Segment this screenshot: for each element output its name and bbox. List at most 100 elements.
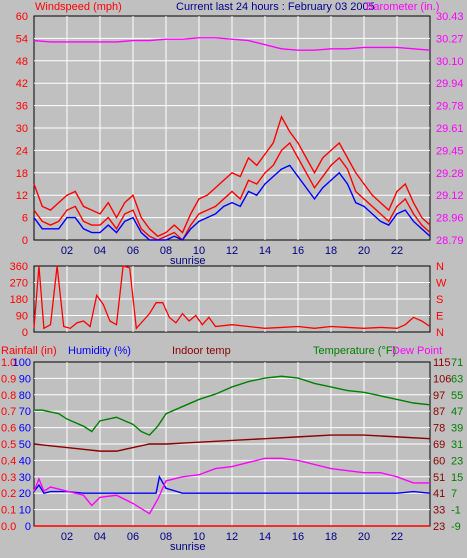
humidity-line bbox=[33, 474, 431, 495]
left-tick-label: 24 bbox=[16, 145, 28, 157]
x-tick-label: 16 bbox=[292, 245, 304, 257]
x-tick-label: 14 bbox=[259, 245, 271, 257]
x-tick-label: 08 bbox=[160, 245, 172, 257]
dir-right-tick: S bbox=[436, 294, 443, 306]
x-tick-label: 20 bbox=[358, 245, 370, 257]
rain-tick-label: 0.8 bbox=[1, 390, 16, 402]
right-tick-label: 29.94 bbox=[436, 78, 464, 90]
dir-right-tick: N bbox=[436, 327, 444, 339]
x-tick-label: 22 bbox=[391, 531, 403, 543]
rain-tick-label: 0.1 bbox=[1, 505, 16, 517]
panel1-ticks: 0612182430364248546028.7928.9629.1229.28… bbox=[16, 11, 464, 257]
left-tick-label: 54 bbox=[16, 33, 28, 45]
gust-line bbox=[33, 115, 431, 238]
temp-tick-label: 115 bbox=[433, 357, 451, 369]
humidity-axis-label: Humidity (%) bbox=[68, 345, 131, 357]
rain-tick-label: 0.6 bbox=[1, 423, 16, 435]
temperature-axis-label: Temperature (°F) bbox=[313, 345, 396, 357]
windspeed-axis-label: Windspeed (mph) bbox=[35, 1, 122, 13]
rain-tick-label: 0.4 bbox=[1, 455, 16, 467]
dir-left-tick: 0 bbox=[22, 327, 28, 339]
temp-tick-label: 51 bbox=[433, 472, 445, 484]
dew_point-line bbox=[33, 457, 430, 515]
x-tick-label: 20 bbox=[358, 531, 370, 543]
dew-tick-label: 47 bbox=[451, 406, 463, 418]
x-tick-label: 12 bbox=[226, 245, 238, 257]
rain-tick-label: 0.5 bbox=[1, 439, 16, 451]
x-tick-label: 12 bbox=[226, 531, 238, 543]
right-tick-label: 28.96 bbox=[436, 213, 464, 225]
panel3-series bbox=[33, 375, 431, 527]
left-tick-label: 0 bbox=[22, 235, 28, 247]
barometer-axis-label: Barometer (in.) bbox=[366, 1, 439, 13]
right-tick-label: 29.61 bbox=[436, 123, 464, 135]
dew-tick-label: 39 bbox=[451, 423, 463, 435]
dew-tick-label: -1 bbox=[451, 505, 461, 517]
left-tick-label: 36 bbox=[16, 101, 28, 113]
dewpoint-axis-label: Dew Point bbox=[392, 345, 442, 357]
dir-right-tick: W bbox=[436, 278, 447, 290]
left-tick-label: 48 bbox=[16, 56, 28, 68]
dew-tick-label: 15 bbox=[451, 472, 463, 484]
right-tick-label: 30.43 bbox=[436, 11, 464, 23]
x-tick-label: 04 bbox=[94, 531, 106, 543]
x-tick-label: 22 bbox=[391, 245, 403, 257]
x-tick-label: 02 bbox=[61, 531, 73, 543]
rain-tick-label: 0.2 bbox=[1, 488, 16, 500]
dir-right-tick: E bbox=[436, 311, 443, 323]
dir-left-tick: 180 bbox=[10, 294, 28, 306]
temp-tick-label: 87 bbox=[433, 406, 445, 418]
dew-tick-label: -9 bbox=[451, 521, 461, 533]
humidity-tick-label: 20 bbox=[19, 488, 31, 500]
left-tick-label: 30 bbox=[16, 123, 28, 135]
humidity-tick-label: 10 bbox=[19, 505, 31, 517]
right-tick-label: 30.10 bbox=[436, 56, 464, 68]
panel2-series bbox=[33, 265, 431, 330]
wind_avg_blue-line bbox=[33, 164, 431, 241]
humidity-tick-label: 60 bbox=[19, 423, 31, 435]
wind-direction-line bbox=[33, 265, 431, 330]
rain-tick-label: 0.0 bbox=[1, 521, 16, 533]
rain-tick-label: 0.3 bbox=[1, 472, 16, 484]
dew-tick-label: 55 bbox=[451, 390, 463, 402]
dir-right-tick: N bbox=[436, 261, 444, 273]
x-tick-label: 04 bbox=[94, 245, 106, 257]
barometer-line bbox=[33, 37, 431, 51]
x-tick-label: 18 bbox=[325, 531, 337, 543]
dir-left-tick: 360 bbox=[10, 261, 28, 273]
dir-left-tick: 270 bbox=[10, 278, 28, 290]
panel1-title: Current last 24 hours : February 03 2005 bbox=[176, 1, 375, 13]
temperature-line bbox=[34, 375, 431, 436]
right-tick-label: 29.78 bbox=[436, 101, 464, 113]
indoor_temp-line bbox=[33, 434, 431, 452]
indoor-temp-label: Indoor temp bbox=[172, 345, 231, 357]
humidity-tick-label: 100 bbox=[13, 357, 31, 369]
rain-tick-label: 0.9 bbox=[1, 373, 16, 385]
x-tick-label: 14 bbox=[259, 531, 271, 543]
x-tick-label: 06 bbox=[127, 245, 139, 257]
x-tick-label: 08 bbox=[160, 531, 172, 543]
left-tick-label: 6 bbox=[22, 213, 28, 225]
rain-tick-label: 1.0 bbox=[1, 357, 16, 369]
humidity-tick-label: 80 bbox=[19, 390, 31, 402]
x-tick-label: 06 bbox=[127, 531, 139, 543]
temp-tick-label: 78 bbox=[433, 423, 445, 435]
humidity-tick-label: 30 bbox=[19, 472, 31, 484]
dew-tick-label: 7 bbox=[451, 488, 457, 500]
sunrise-label-top: sunrise bbox=[170, 255, 205, 267]
left-tick-label: 18 bbox=[16, 168, 28, 180]
humidity-tick-label: 90 bbox=[19, 373, 31, 385]
temp-tick-label: 60 bbox=[433, 455, 445, 467]
sunrise-label-bottom: sunrise bbox=[170, 541, 205, 553]
temp-tick-label: 106 bbox=[433, 373, 451, 385]
right-tick-label: 28.79 bbox=[436, 235, 464, 247]
temp-tick-label: 97 bbox=[433, 390, 445, 402]
dew-tick-label: 23 bbox=[451, 455, 463, 467]
left-tick-label: 42 bbox=[16, 78, 28, 90]
humidity-tick-label: 40 bbox=[19, 455, 31, 467]
left-tick-label: 12 bbox=[16, 190, 28, 202]
temp-tick-label: 23 bbox=[433, 521, 445, 533]
panel1-series bbox=[33, 37, 431, 242]
